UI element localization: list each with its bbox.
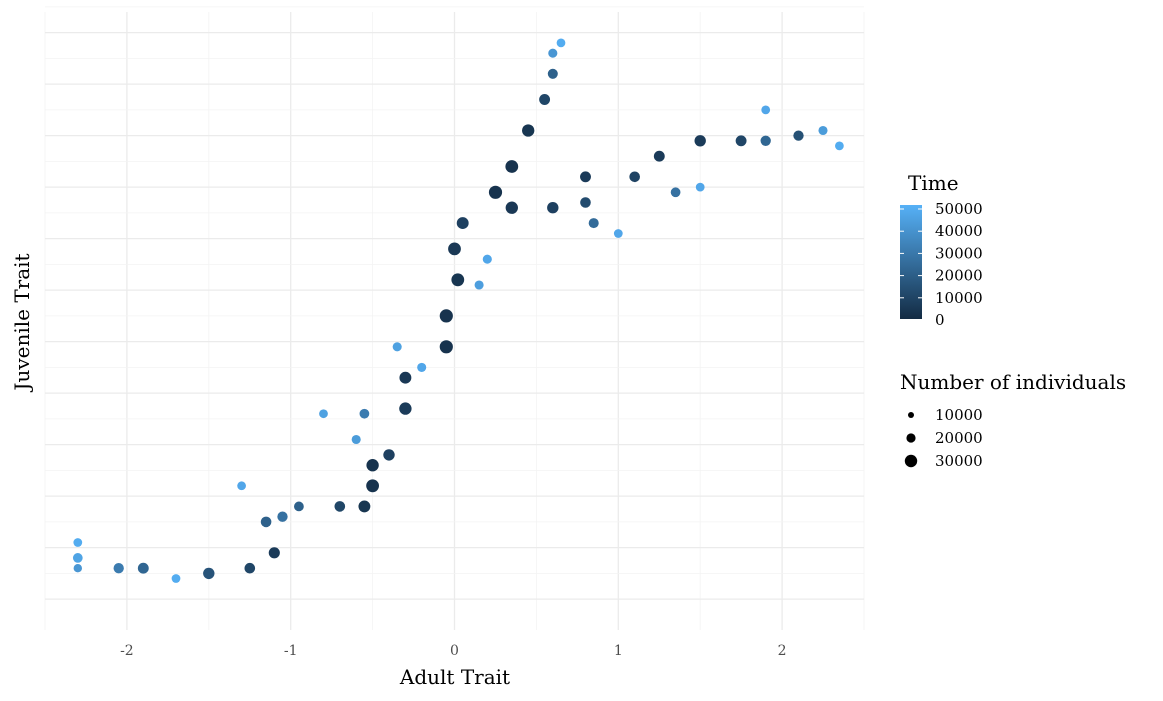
data-point: [818, 125, 828, 136]
size-legend: Number of individuals 10000 20000 30000: [900, 370, 1126, 470]
data-point: [366, 479, 379, 493]
data-point: [392, 342, 402, 352]
data-point: [613, 229, 623, 238]
data-point: [474, 280, 484, 290]
data-point: [237, 481, 246, 491]
x-axis-ticks: -2 -1 0 1 2: [120, 643, 786, 659]
color-bar-label: 20000: [935, 267, 983, 285]
data-point: [73, 564, 83, 573]
size-legend-keys: 10000 20000 30000: [904, 406, 983, 470]
data-point: [137, 562, 149, 574]
data-point: [358, 500, 371, 513]
grid: [44, 6, 865, 630]
color-bar: [900, 205, 922, 319]
data-point: [793, 130, 804, 141]
color-bar-label: 0: [935, 311, 945, 329]
data-point: [456, 217, 469, 230]
color-bar-label: 10000: [935, 289, 983, 307]
data-point: [260, 516, 272, 528]
data-point: [399, 371, 412, 384]
data-point: [366, 459, 379, 472]
data-point: [399, 402, 412, 415]
x-tick-label: -1: [284, 643, 298, 659]
data-point: [761, 105, 771, 115]
data-point: [547, 68, 558, 79]
size-legend-title: Number of individuals: [900, 370, 1126, 394]
color-bar-label: 50000: [935, 200, 983, 218]
data-point: [760, 135, 771, 146]
data-point: [488, 185, 503, 199]
data-point: [351, 434, 361, 445]
data-point: [319, 409, 328, 419]
size-legend-key: [904, 454, 918, 468]
data-point: [417, 362, 427, 372]
data-point: [383, 449, 395, 461]
size-legend-label: 10000: [935, 406, 983, 424]
data-point: [439, 340, 453, 354]
color-bar-label: 30000: [935, 244, 983, 262]
data-point: [113, 563, 124, 574]
size-legend-key: [908, 412, 914, 418]
color-bar-label: 40000: [935, 222, 983, 240]
data-point: [588, 218, 599, 229]
color-legend: Time 50000 40000 30000 20000 10000 0: [900, 171, 983, 329]
color-legend-title: Time: [908, 171, 959, 195]
data-point: [580, 197, 591, 208]
data-point: [505, 201, 518, 214]
data-point: [277, 511, 288, 522]
data-point: [695, 182, 705, 192]
size-legend-label: 30000: [935, 452, 983, 470]
data-point: [203, 567, 215, 580]
data-point: [334, 501, 346, 512]
data-point: [268, 547, 280, 559]
data-point: [835, 141, 844, 151]
size-legend-key: [906, 433, 916, 443]
data-point: [548, 48, 558, 58]
data-point: [448, 242, 461, 256]
data-point: [522, 124, 535, 137]
data-point: [244, 562, 256, 574]
color-bar-ticks: 50000 40000 30000 20000 10000 0: [900, 200, 983, 329]
data-point: [294, 501, 304, 512]
data-point: [505, 160, 519, 173]
data-point: [653, 150, 665, 162]
data-point: [359, 408, 370, 419]
data-point: [670, 187, 681, 198]
x-axis-title: Adult Trait: [399, 665, 510, 689]
data-point: [72, 553, 83, 563]
data-point: [539, 94, 551, 105]
data-point: [694, 135, 706, 147]
x-tick-label: 1: [614, 643, 623, 659]
data-point: [482, 254, 492, 264]
data-point: [73, 538, 83, 547]
data-point: [547, 202, 559, 214]
data-point: [629, 171, 640, 183]
data-point: [556, 38, 566, 48]
data-points: [72, 38, 844, 583]
x-tick-label: -2: [120, 643, 134, 659]
x-tick-label: 2: [778, 643, 787, 659]
data-point: [439, 309, 453, 323]
data-point: [451, 273, 465, 287]
data-point: [735, 135, 747, 147]
y-axis-title: Juvenile Trait: [10, 253, 34, 392]
data-point: [171, 574, 181, 583]
x-tick-label: 0: [450, 643, 459, 659]
size-legend-label: 20000: [935, 429, 983, 447]
data-point: [580, 171, 591, 183]
